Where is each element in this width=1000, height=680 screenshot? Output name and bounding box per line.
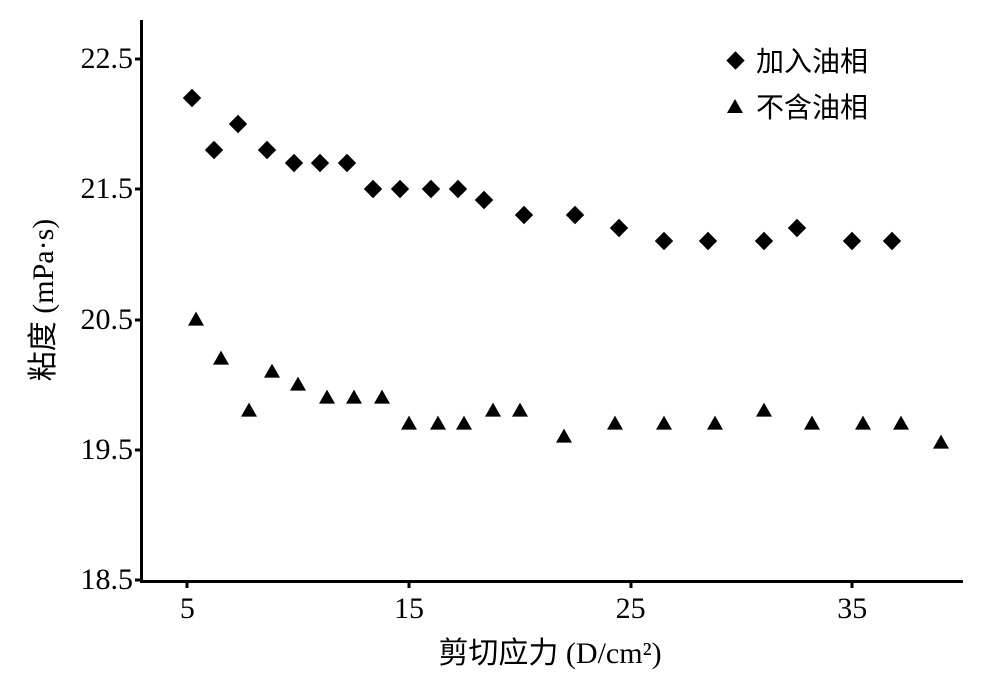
diamond-marker [515, 206, 533, 224]
triangle-marker [213, 350, 229, 364]
diamond-icon [720, 54, 750, 67]
y-tick-mark [135, 318, 143, 321]
triangle-marker [374, 389, 390, 403]
triangle-marker [188, 311, 204, 325]
triangle-marker [401, 415, 417, 429]
legend-label: 加入油相 [750, 40, 868, 80]
triangle-marker [512, 402, 528, 416]
triangle-marker [707, 415, 723, 429]
diamond-marker [610, 219, 628, 237]
y-tick-label: 19.5 [81, 433, 144, 467]
diamond-marker [183, 89, 201, 107]
diamond-marker [566, 206, 584, 224]
diamond-marker [364, 180, 382, 198]
triangle-icon [720, 99, 750, 113]
triangle-marker [556, 428, 572, 442]
diamond-marker [422, 180, 440, 198]
legend: 加入油相不含油相 [720, 40, 868, 132]
triangle-marker [290, 376, 306, 390]
diamond-marker [258, 141, 276, 159]
diamond-marker [883, 232, 901, 250]
triangle-marker [893, 415, 909, 429]
y-tick-label: 22.5 [81, 42, 144, 76]
diamond-marker [338, 154, 356, 172]
x-tick-mark [629, 580, 632, 588]
y-tick-mark [135, 188, 143, 191]
triangle-marker [430, 415, 446, 429]
diamond-marker [391, 180, 409, 198]
triangle-marker [855, 415, 871, 429]
diamond-marker [754, 232, 772, 250]
y-tick-label: 20.5 [81, 303, 144, 337]
triangle-marker [485, 402, 501, 416]
y-tick-label: 18.5 [81, 563, 144, 597]
y-tick-mark [135, 579, 143, 582]
y-axis-label: 粘度 (mPa·s) [18, 219, 62, 381]
diamond-marker [843, 232, 861, 250]
triangle-marker [607, 415, 623, 429]
diamond-marker [448, 180, 466, 198]
triangle-marker [346, 389, 362, 403]
diamond-marker [284, 154, 302, 172]
triangle-marker [456, 415, 472, 429]
triangle-marker [804, 415, 820, 429]
y-tick-mark [135, 448, 143, 451]
x-axis-label: 剪切应力 (D/cm²) [438, 628, 661, 672]
legend-item: 不含油相 [720, 86, 868, 126]
triangle-marker [319, 389, 335, 403]
x-tick-mark [851, 580, 854, 588]
triangle-marker [264, 363, 280, 377]
triangle-marker [241, 402, 257, 416]
triangle-marker [933, 435, 949, 449]
y-tick-label: 21.5 [81, 172, 144, 206]
diamond-marker [655, 232, 673, 250]
diamond-marker [229, 115, 247, 133]
diamond-marker [788, 219, 806, 237]
diamond-marker [205, 141, 223, 159]
diamond-marker [475, 191, 493, 209]
x-tick-mark [186, 580, 189, 588]
y-tick-mark [135, 58, 143, 61]
diamond-marker [311, 154, 329, 172]
triangle-marker [656, 415, 672, 429]
legend-item: 加入油相 [720, 40, 868, 80]
x-tick-mark [407, 580, 410, 588]
viscosity-chart: 18.519.520.521.522.55152535粘度 (mPa·s)剪切应… [0, 0, 1000, 680]
triangle-marker [756, 402, 772, 416]
diamond-marker [699, 232, 717, 250]
legend-label: 不含油相 [750, 86, 868, 126]
